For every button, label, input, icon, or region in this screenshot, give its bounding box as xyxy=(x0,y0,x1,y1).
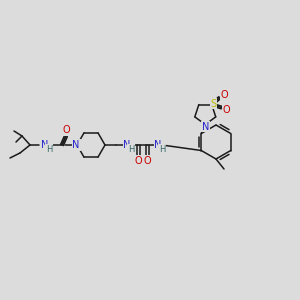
Text: N: N xyxy=(41,140,49,150)
Text: N: N xyxy=(154,140,162,150)
Text: O: O xyxy=(62,125,70,135)
Text: H: H xyxy=(46,145,52,154)
Text: O: O xyxy=(143,156,151,166)
Text: N: N xyxy=(72,140,80,150)
Text: S: S xyxy=(211,99,217,109)
Text: O: O xyxy=(221,90,229,100)
Text: O: O xyxy=(223,105,231,115)
Text: H: H xyxy=(159,145,165,154)
Text: N: N xyxy=(123,140,131,150)
Text: N: N xyxy=(202,122,209,131)
Text: H: H xyxy=(128,145,134,154)
Text: N: N xyxy=(73,140,81,150)
Text: O: O xyxy=(134,156,142,166)
